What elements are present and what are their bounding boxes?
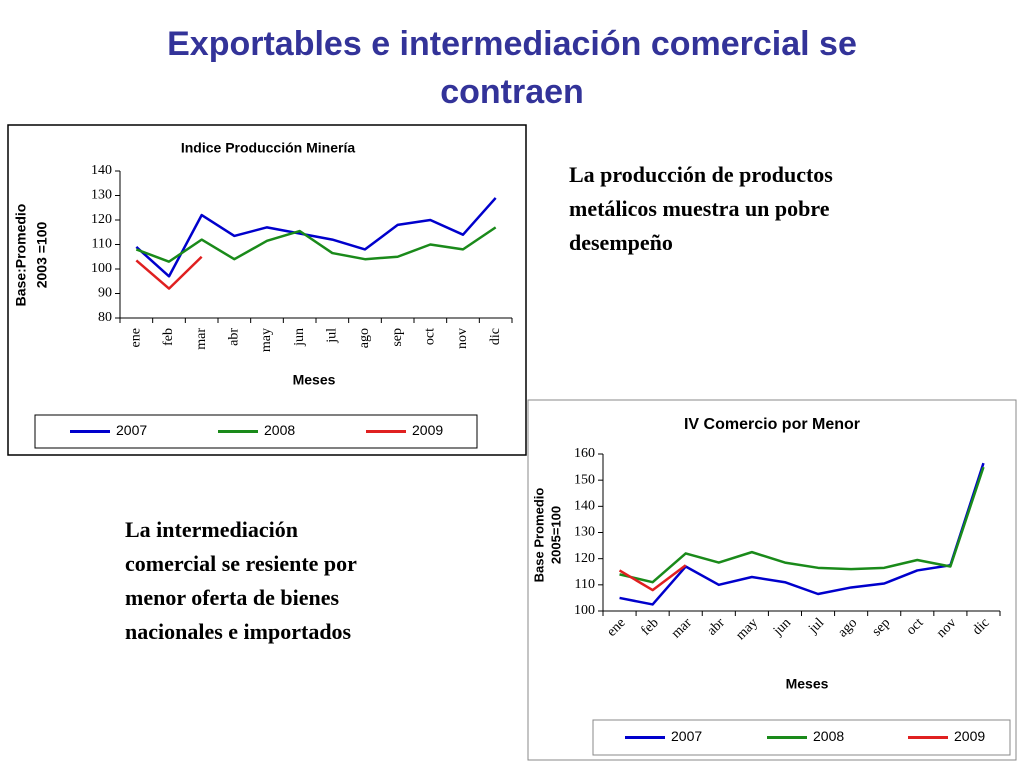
x-tick-label: ago — [357, 328, 372, 348]
chart-title: IV Comercio por Menor — [684, 416, 860, 433]
chart-title: Indice Producción Minería — [181, 140, 355, 156]
y-tick-label: 120 — [574, 551, 595, 566]
y-axis-label: Base Promedio — [531, 488, 546, 583]
x-tick-label: nov — [455, 328, 470, 349]
chart-frame — [7, 124, 527, 456]
x-axis-label: Meses — [293, 372, 336, 388]
y-tick-label: 110 — [92, 237, 112, 252]
legend-label: 2008 — [264, 422, 295, 438]
y-axis-label: 2005=100 — [548, 506, 563, 564]
data-line — [135, 255, 203, 290]
legend-label: 2008 — [813, 728, 844, 744]
y-axis-label: Base:Promedio — [13, 204, 29, 307]
slide-title: contraen — [440, 73, 584, 111]
paragraph-line: desempeño — [569, 230, 673, 255]
x-axis-label: Meses — [786, 676, 829, 692]
x-tick-label: oct — [423, 328, 438, 345]
y-tick-label: 150 — [574, 472, 595, 487]
y-tick-label: 130 — [574, 525, 595, 540]
x-tick-label: sep — [390, 328, 405, 347]
y-tick-label: 160 — [574, 446, 595, 461]
data-line — [135, 226, 497, 263]
x-tick-label: feb — [161, 328, 176, 346]
y-tick-label: 130 — [91, 188, 112, 203]
x-tick-label: may — [259, 328, 274, 352]
legend-frame — [34, 414, 478, 449]
x-tick-label: mar — [194, 328, 209, 350]
x-tick-label: ene — [129, 328, 144, 347]
legend-label: 2007 — [671, 728, 702, 744]
data-line — [619, 462, 985, 606]
x-tick-label: dic — [488, 328, 503, 345]
paragraph-line: metálicos muestra un pobre — [569, 196, 830, 221]
paragraph-line: menor oferta de bienes — [125, 585, 339, 610]
paragraph-line: nacionales e importados — [125, 619, 352, 644]
legend-label: 2009 — [412, 422, 443, 438]
paragraph-line: La intermediación — [125, 517, 298, 542]
x-tick-label: jun — [292, 328, 307, 347]
legend-label: 2007 — [116, 422, 147, 438]
data-line — [618, 564, 687, 592]
y-tick-label: 110 — [575, 577, 595, 592]
slide-title: Exportables e intermediación comercial s… — [167, 25, 857, 63]
legend-frame — [592, 719, 1011, 756]
paragraph-line: comercial se resiente por — [125, 551, 357, 576]
y-tick-label: 140 — [574, 499, 595, 514]
data-line — [135, 197, 497, 278]
y-axis-label: 2003 =100 — [34, 222, 50, 289]
x-tick-label: jul — [325, 328, 340, 344]
y-tick-label: 100 — [574, 603, 595, 618]
y-tick-label: 90 — [98, 286, 112, 301]
y-tick-label: 120 — [91, 212, 112, 227]
y-tick-label: 80 — [98, 310, 112, 325]
paragraph-line: La producción de productos — [569, 162, 833, 187]
data-line — [619, 466, 985, 584]
legend-label: 2009 — [954, 728, 985, 744]
y-tick-label: 100 — [91, 261, 112, 276]
x-tick-label: abr — [227, 328, 242, 346]
y-tick-label: 140 — [91, 163, 112, 178]
